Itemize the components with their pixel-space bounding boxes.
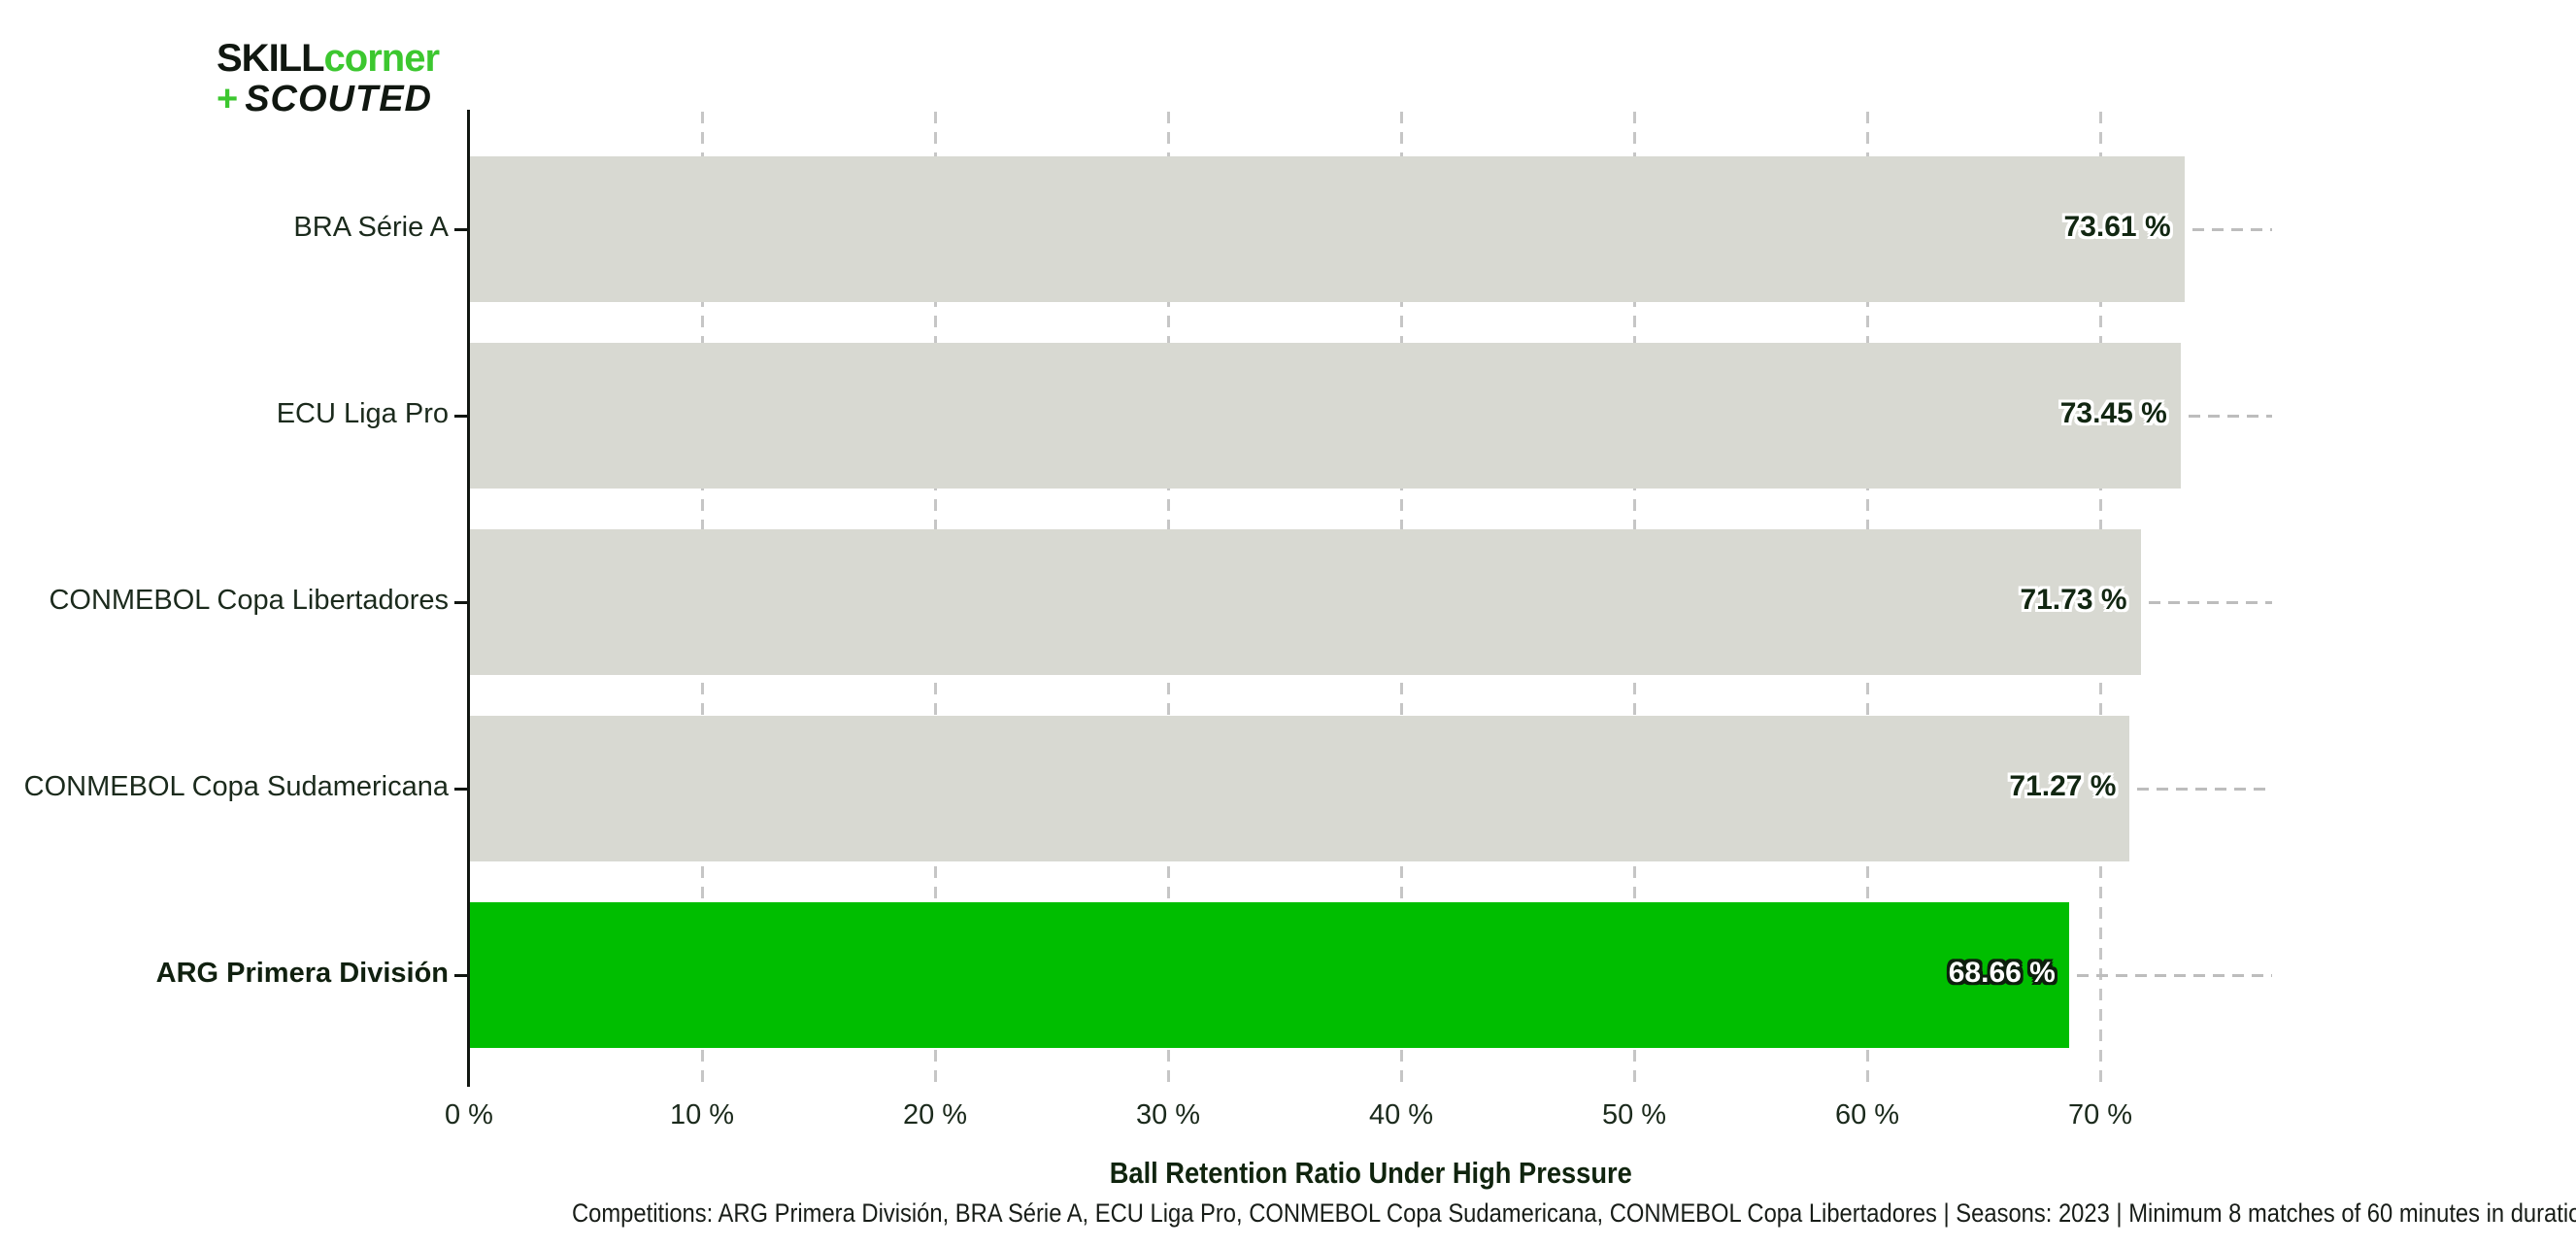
x-tick-label: 70 % bbox=[2067, 1099, 2133, 1130]
logo-skill-text: SKILL bbox=[217, 37, 325, 80]
skillcorner-scouted-logo: SKILLcorner + SCOUTED bbox=[217, 37, 440, 118]
logo-line2: + SCOUTED bbox=[217, 81, 439, 118]
category-label: CONMEBOL Copa Libertadores bbox=[49, 585, 449, 616]
chart-title-text: Ball Retention Ratio Under High Pressure bbox=[1109, 1156, 1632, 1190]
x-tick-label: 50 % bbox=[1601, 1099, 1667, 1130]
chart-subtitle-text: Competitions: ARG Primera División, BRA … bbox=[571, 1198, 2576, 1228]
dashed-leader-line bbox=[2188, 414, 2272, 418]
category-label: CONMEBOL Copa Sudamericana bbox=[23, 771, 449, 802]
logo-corner-text: corner bbox=[323, 37, 440, 80]
category-label: ARG Primera División bbox=[155, 958, 449, 989]
y-axis-tick bbox=[454, 973, 469, 977]
y-axis-tick bbox=[454, 227, 469, 231]
bar-value-label: 68.66 % bbox=[1948, 957, 2056, 989]
y-axis-tick bbox=[454, 787, 469, 791]
bar bbox=[469, 156, 2185, 302]
bar bbox=[469, 529, 2141, 675]
x-tick-label: 0 % bbox=[445, 1099, 493, 1130]
bar bbox=[469, 716, 2130, 861]
category-label: ECU Liga Pro bbox=[276, 398, 449, 429]
x-tick-label: 30 % bbox=[1135, 1099, 1201, 1130]
bar-value-label: 73.61 % bbox=[2063, 211, 2171, 243]
y-axis-tick bbox=[454, 600, 469, 604]
logo-plus-icon: + bbox=[217, 79, 240, 119]
x-tick-label: 20 % bbox=[902, 1099, 968, 1130]
dashed-leader-line bbox=[2137, 787, 2272, 791]
dashed-leader-line bbox=[2191, 227, 2272, 231]
bar bbox=[469, 902, 2069, 1048]
bar-value-label: 71.73 % bbox=[2020, 584, 2127, 616]
x-tick-label: 60 % bbox=[1834, 1099, 1900, 1130]
bar-value-label: 71.27 % bbox=[2009, 770, 2117, 802]
y-axis-tick bbox=[454, 414, 469, 418]
logo-line1: SKILLcorner bbox=[217, 37, 440, 80]
x-tick-label: 10 % bbox=[669, 1099, 735, 1130]
y-axis-line bbox=[467, 110, 470, 1087]
dashed-leader-line bbox=[2148, 600, 2272, 604]
bar bbox=[469, 343, 2181, 489]
logo-scouted-text: SCOUTED bbox=[245, 79, 432, 119]
chart-subtitle: Competitions: ARG Primera División, BRA … bbox=[434, 1198, 2576, 1229]
dashed-leader-line bbox=[2076, 973, 2272, 977]
chart-title: Ball Retention Ratio Under High Pressure bbox=[469, 1156, 2272, 1191]
x-tick-label: 40 % bbox=[1368, 1099, 1434, 1130]
bar-value-label: 73.45 % bbox=[2059, 397, 2167, 429]
category-label: BRA Série A bbox=[293, 212, 449, 243]
